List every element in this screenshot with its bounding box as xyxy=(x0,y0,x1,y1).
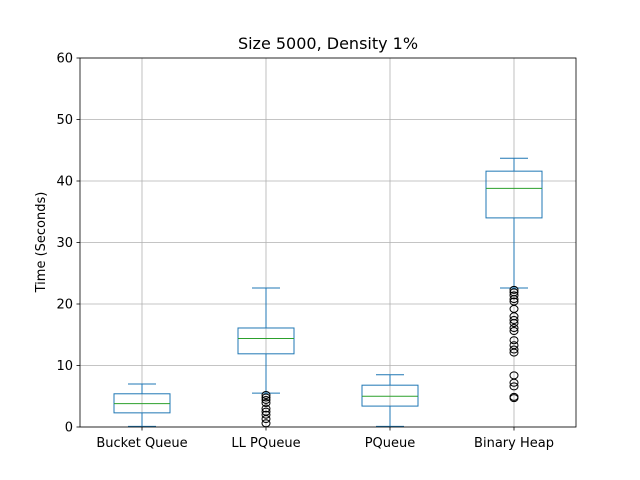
axis-layer: 0 10 20 30 40 50 60 Bucket Queue LL PQueue PQueue… xyxy=(56,52,577,451)
outlier-point xyxy=(261,404,271,413)
box-group-pqueue xyxy=(361,374,419,427)
y-tick-label: 40 xyxy=(56,175,73,190)
outlier-point xyxy=(261,410,271,419)
outlier-point xyxy=(509,323,519,332)
iqr-box xyxy=(237,327,295,355)
outlier-point xyxy=(261,391,271,400)
outlier-point xyxy=(509,285,519,294)
outlier-point xyxy=(509,382,519,391)
outlier-point xyxy=(261,395,271,404)
y-tick-label: 60 xyxy=(56,52,73,67)
outlier-point xyxy=(509,315,519,324)
outlier-point xyxy=(509,295,519,304)
chart-title: Size 5000, Density 1% xyxy=(238,34,418,53)
outlier-point xyxy=(509,348,519,357)
outlier-point xyxy=(509,345,519,354)
x-tick-label: PQueue xyxy=(365,436,416,451)
outlier-point xyxy=(509,378,519,387)
outlier-point xyxy=(509,319,519,328)
outlier-point xyxy=(261,415,271,424)
grid-layer xyxy=(80,57,576,428)
outlier-point xyxy=(261,399,271,408)
outlier-point xyxy=(509,394,519,403)
box-group-binary-heap xyxy=(485,157,543,403)
iqr-box xyxy=(485,170,543,219)
box-layer xyxy=(113,157,543,428)
box-group-ll-pqueue xyxy=(237,287,295,428)
y-tick-label: 10 xyxy=(56,359,73,374)
y-axis-title: Time (Seconds) xyxy=(34,192,49,294)
y-tick-label: 20 xyxy=(56,298,73,313)
y-tick-label: 50 xyxy=(56,113,73,128)
x-tick-label: Binary Heap xyxy=(474,436,554,451)
y-tick-label: 30 xyxy=(56,236,73,251)
box-group-bucket-queue xyxy=(113,383,171,427)
iqr-box xyxy=(361,384,419,407)
outlier-point xyxy=(261,393,271,402)
y-tick-label: 0 xyxy=(65,421,73,436)
x-tick-label: LL PQueue xyxy=(231,436,300,451)
outlier-point xyxy=(509,291,519,300)
x-tick-label: Bucket Queue xyxy=(96,436,187,451)
outlier-point xyxy=(509,327,519,336)
outlier-point xyxy=(509,336,519,345)
